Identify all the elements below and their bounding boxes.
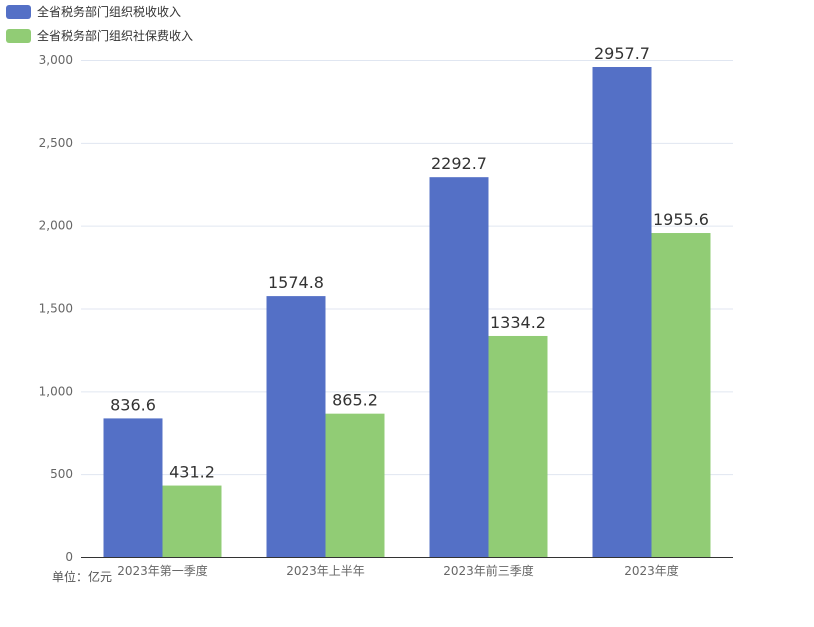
bar[interactable] <box>488 335 548 557</box>
data-label: 865.2 <box>332 391 378 410</box>
x-tick-label: 2023年前三季度 <box>443 563 534 578</box>
unit-note: 单位：亿元 <box>52 569 112 584</box>
legend-item[interactable]: 全省税务部门组织税收收入 <box>6 4 181 19</box>
bars <box>103 67 711 558</box>
data-label: 431.2 <box>169 463 215 482</box>
value-labels: 836.6 431.2 1574.8 865.2 2292.7 1334.2 2957.7 1… <box>110 44 709 482</box>
legend-swatch <box>6 5 31 19</box>
x-tick-label: 2023年第一季度 <box>117 563 208 578</box>
x-tick-label: 2023年上半年 <box>286 564 365 578</box>
bar[interactable] <box>325 413 385 557</box>
y-tick-label: 500 <box>50 467 73 481</box>
data-label: 2292.7 <box>431 154 487 173</box>
bar[interactable] <box>651 233 711 557</box>
bar[interactable] <box>103 418 163 557</box>
legend-swatch <box>6 29 31 43</box>
legend-label: 全省税务部门组织税收收入 <box>37 4 181 19</box>
data-label: 836.6 <box>110 395 156 414</box>
legend-item[interactable]: 全省税务部门组织社保费收入 <box>6 28 193 43</box>
data-label: 1574.8 <box>268 273 324 292</box>
bar[interactable] <box>592 67 652 558</box>
legend-label: 全省税务部门组织社保费收入 <box>37 28 193 43</box>
y-tick-label: 0 <box>65 550 73 564</box>
bar[interactable] <box>162 485 222 557</box>
data-label: 1955.6 <box>653 210 709 229</box>
y-tick-label: 1,500 <box>39 302 73 316</box>
y-tick-label: 2,500 <box>39 136 73 150</box>
bar[interactable] <box>266 296 326 557</box>
y-tick-label: 1,000 <box>39 384 73 398</box>
y-tick-label: 2,000 <box>39 219 73 233</box>
data-label: 2957.7 <box>594 44 650 63</box>
y-tick-label: 3,000 <box>39 53 73 67</box>
x-axis: 2023年第一季度 2023年上半年 2023年前三季度 2023年度 <box>81 557 733 578</box>
data-label: 1334.2 <box>490 313 546 332</box>
x-tick-label: 2023年度 <box>624 563 679 578</box>
bar[interactable] <box>429 177 489 558</box>
y-axis: 0 500 1,000 1,500 2,000 2,500 3,000 <box>39 53 73 564</box>
